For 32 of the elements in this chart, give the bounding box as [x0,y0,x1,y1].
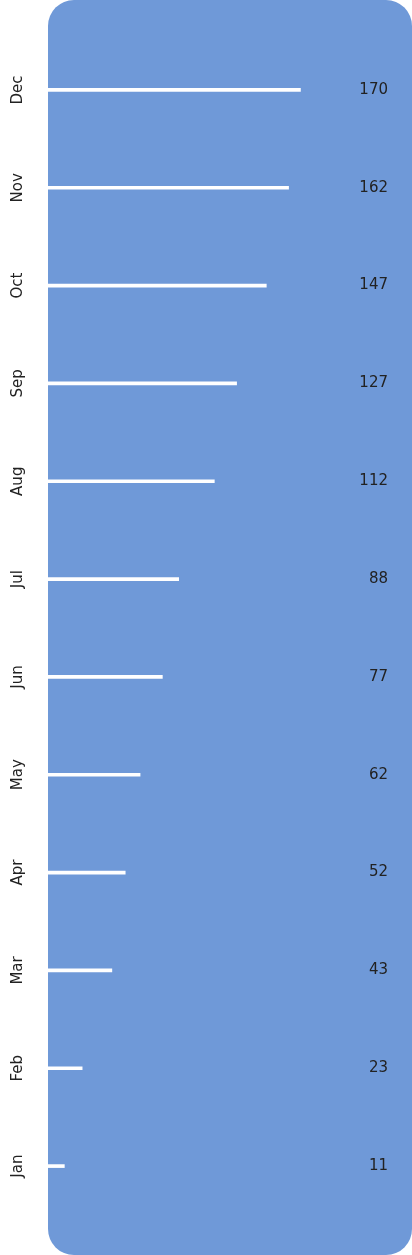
data-label: 11 [368,1155,388,1174]
data-label: 62 [368,764,388,783]
y-tick-label: Feb [7,1054,26,1082]
bar [48,577,180,581]
y-tick-label: Dec [7,75,26,105]
bar [48,1164,65,1168]
data-label: 88 [368,568,388,587]
data-label: 23 [368,1058,388,1077]
data-label: 77 [368,666,388,685]
bar [48,479,215,484]
y-tick-label: Jan [7,1154,26,1179]
y-tick-label: Apr [7,858,26,886]
bar [48,185,289,190]
data-label: 170 [359,79,388,98]
y-tick-label: Jun [7,665,26,690]
data-label: 52 [368,862,388,881]
data-label: 162 [359,177,388,196]
y-tick-label: Sep [7,369,26,398]
data-label: 147 [359,275,388,294]
y-tick-label: Oct [7,272,26,299]
y-tick-label: May [7,759,26,791]
y-tick-label: Nov [7,172,26,203]
data-label: 112 [359,471,388,490]
y-tick-label: Jul [7,570,26,590]
bar [48,675,163,679]
y-tick-label: Mar [7,955,26,985]
bar [48,772,141,777]
y-tick-label: Aug [7,466,26,496]
data-label: 43 [368,960,388,979]
bar [48,1066,83,1071]
data-label: 127 [359,373,388,392]
bar [48,88,301,92]
